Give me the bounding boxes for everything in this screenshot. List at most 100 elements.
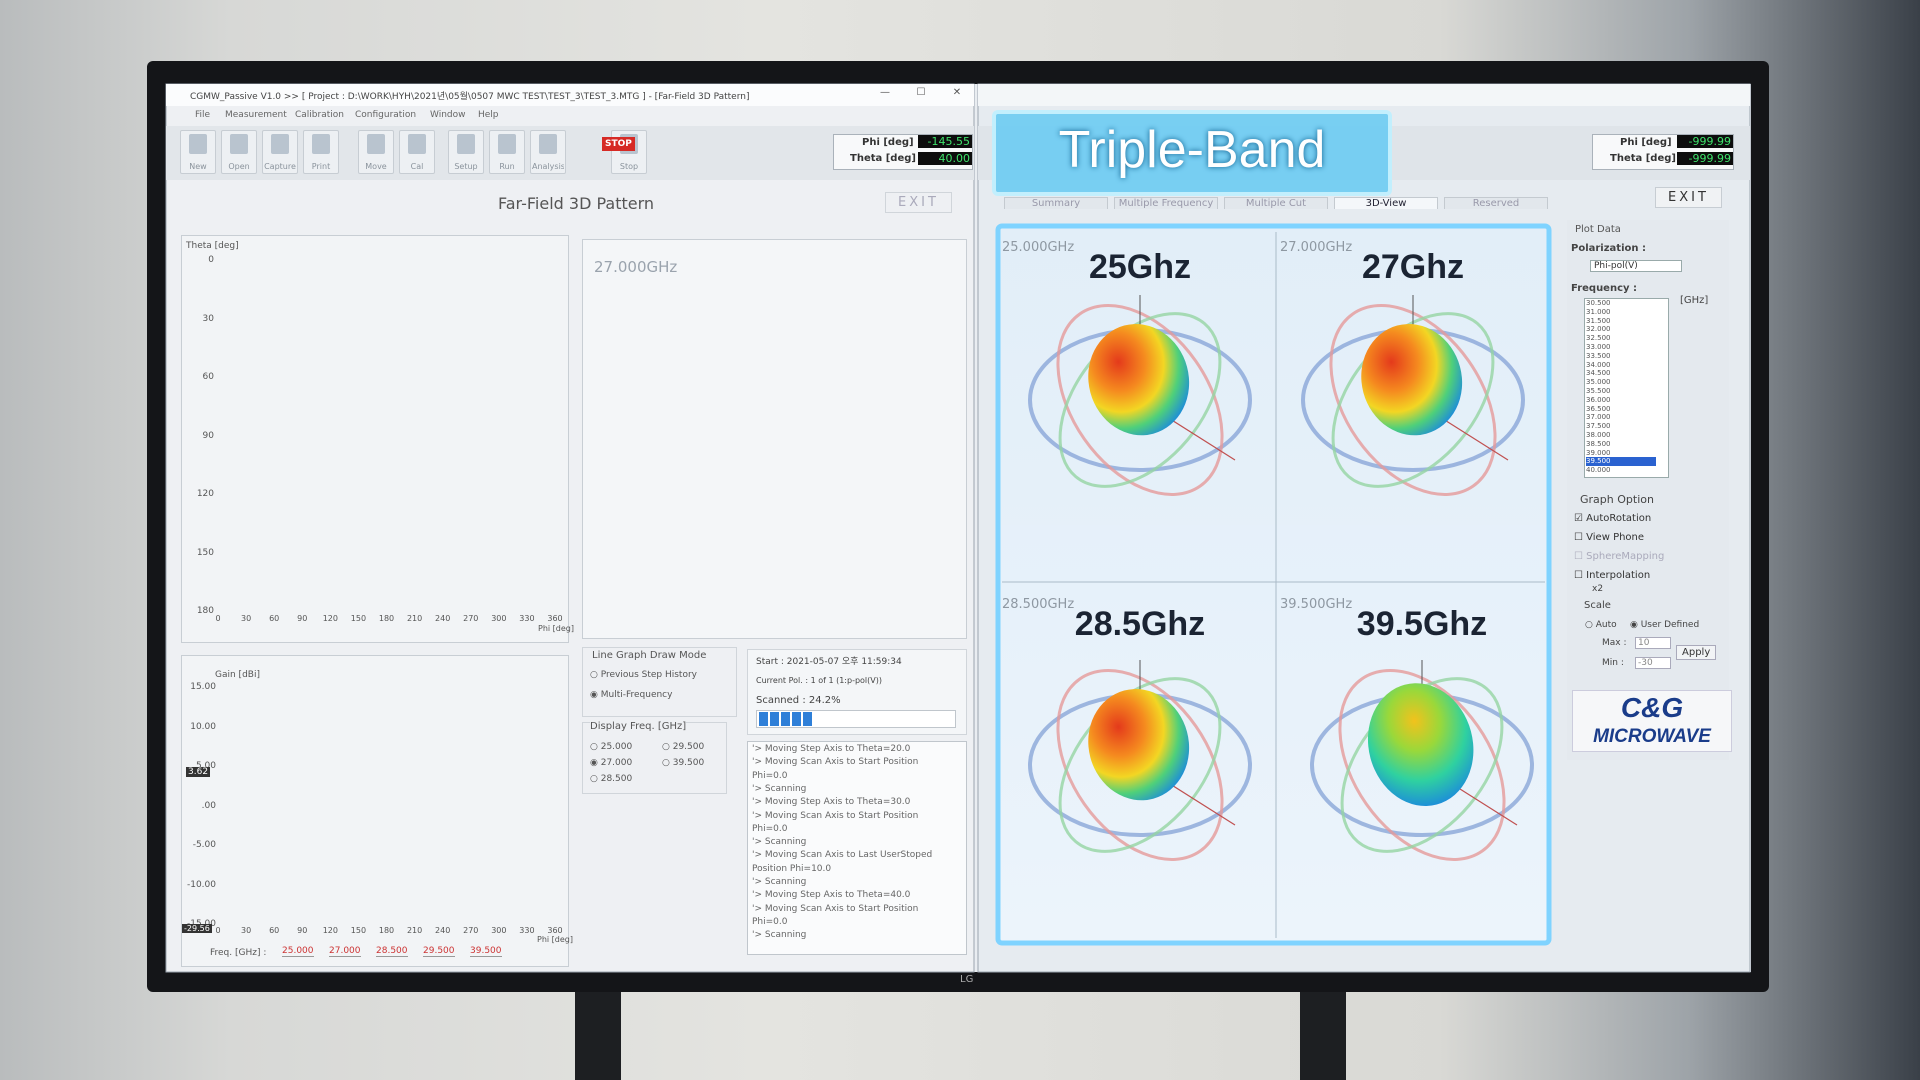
list-item[interactable]: 36.000 <box>1586 395 1611 404</box>
list-item[interactable]: 31.000 <box>1586 307 1611 316</box>
radio-option[interactable]: ◉ User Defined <box>1630 620 1700 630</box>
list-item[interactable]: 40.000 <box>1586 466 1611 475</box>
group-box <box>582 647 737 717</box>
apply-button[interactable]: Apply <box>1676 645 1717 660</box>
theta-value: -999.99 <box>1677 152 1733 165</box>
x-tick-label: 120 <box>322 614 338 623</box>
x-tick-label: 180 <box>378 614 395 623</box>
toolbar-icon <box>271 134 289 154</box>
radio-option[interactable]: ○ 39.500 <box>662 758 705 768</box>
radio-option[interactable]: ○ Previous Step History <box>590 670 697 680</box>
list-item[interactable]: 32.000 <box>1586 325 1611 334</box>
list-item[interactable]: 37.000 <box>1586 413 1611 422</box>
log-line: '> Moving Step Axis to Theta=20.0 <box>752 744 911 754</box>
log-line: '> Moving Scan Axis to Start Position <box>752 757 919 768</box>
menu-item[interactable]: Configuration <box>355 110 417 120</box>
progress-segment <box>781 712 790 726</box>
checkbox[interactable]: ☐ SphereMapping <box>1574 551 1665 562</box>
progress-segment <box>803 712 812 726</box>
x-tick-label: 270 <box>463 926 479 935</box>
toolbar-label[interactable]: Cal <box>410 162 424 171</box>
menu-item[interactable]: Measurement <box>225 110 287 120</box>
x-tick-label: 210 <box>406 614 423 623</box>
toolbar-label[interactable]: Capture <box>264 162 296 171</box>
tab[interactable]: Reserved <box>1444 197 1548 209</box>
chart-panel <box>181 655 569 967</box>
radio-option[interactable]: ○ Auto <box>1585 620 1617 630</box>
toolbar-label[interactable]: Open <box>228 162 250 171</box>
y-tick-label: 150 <box>196 547 214 558</box>
logo-text: MICROWAVE <box>1593 726 1711 747</box>
radio-option[interactable]: ○ 29.500 <box>662 742 705 752</box>
field-value[interactable]: -30 <box>1635 657 1671 669</box>
toolbar-label[interactable]: Move <box>365 162 387 171</box>
list-item[interactable]: 35.500 <box>1586 387 1611 395</box>
tab[interactable]: Summary <box>1004 197 1108 209</box>
checkbox[interactable]: ☐ View Phone <box>1574 532 1645 543</box>
toolbar-label[interactable]: Run <box>499 162 515 171</box>
list-item[interactable]: 39.500 <box>1586 457 1656 467</box>
exit-button[interactable]: EXIT <box>1655 187 1722 208</box>
radio-option[interactable]: ◉ Multi-Frequency <box>590 690 673 700</box>
list-item[interactable]: 35.000 <box>1586 378 1611 387</box>
x-tick-label: 30 <box>240 614 252 623</box>
menu-item[interactable]: Window <box>430 110 466 120</box>
checkbox[interactable]: ☐ Interpolation <box>1574 570 1651 581</box>
log-line: Position Phi=10.0 <box>752 863 832 874</box>
menu-item[interactable]: Help <box>478 110 499 120</box>
tab[interactable]: 3D-View <box>1334 197 1438 209</box>
list-item[interactable]: 34.000 <box>1586 360 1611 369</box>
logo-box <box>1572 690 1732 752</box>
list-item[interactable]: 36.500 <box>1586 404 1611 413</box>
toolbar-label[interactable]: Analysis <box>532 162 564 171</box>
x-tick-label: 300 <box>491 614 507 623</box>
checkbox[interactable]: ☑ AutoRotation <box>1574 513 1652 524</box>
y-tick-label: 90 <box>202 430 214 441</box>
dropdown[interactable]: Phi-pol(V) <box>1590 260 1682 272</box>
list-item[interactable]: 38.500 <box>1586 439 1611 448</box>
list-item[interactable]: 39.000 <box>1586 448 1611 457</box>
menu-item[interactable]: File <box>195 110 211 120</box>
radio-option[interactable]: ○ 25.000 <box>590 742 633 752</box>
toolbar-icon <box>539 134 557 154</box>
logo-text: C&G <box>1620 692 1684 723</box>
panel-label: 25Ghz <box>1088 248 1192 286</box>
exit-button[interactable]: EXIT <box>885 192 952 213</box>
list-item[interactable]: 30.500 <box>1586 299 1611 307</box>
list-item[interactable]: 32.500 <box>1586 334 1611 343</box>
list-item[interactable]: 34.500 <box>1586 369 1611 378</box>
menu-item[interactable]: Calibration <box>295 110 344 120</box>
log-line: '> Moving Scan Axis to Start Position <box>752 810 919 821</box>
toolbar-label[interactable]: Stop <box>619 162 639 171</box>
list-item[interactable]: 37.500 <box>1586 422 1611 431</box>
x-tick-label: 90 <box>297 926 308 935</box>
freq-label: Freq. [GHz] : <box>210 948 267 958</box>
freq-chip: 39.500 <box>470 946 502 957</box>
field-value[interactable]: 10 <box>1635 637 1671 649</box>
x-tick-label: 360 <box>547 926 563 935</box>
toolbar-label[interactable]: Print <box>311 162 331 171</box>
y-tick-label: 30 <box>202 313 214 324</box>
x-tick-label: 60 <box>269 926 280 935</box>
panel-frequency: 39.500GHz <box>1280 597 1353 612</box>
tab[interactable]: Multiple Frequency <box>1114 197 1218 209</box>
group-title: Display Freq. [GHz] <box>590 721 687 732</box>
marker-label: -29.56 <box>182 924 212 933</box>
list-item[interactable]: 33.000 <box>1586 343 1611 351</box>
freq-chip: 29.500 <box>423 946 455 957</box>
list-item[interactable]: 33.500 <box>1586 351 1611 360</box>
toolbar-label[interactable]: Setup <box>454 162 478 171</box>
list-item[interactable]: 38.000 <box>1586 431 1611 439</box>
field-label: Min : <box>1602 658 1624 668</box>
toolbar-label[interactable]: New <box>189 162 207 171</box>
list-item[interactable]: 31.500 <box>1586 316 1611 325</box>
log-line: Phi=0.0 <box>752 823 788 834</box>
tab[interactable]: Multiple Cut <box>1224 197 1328 209</box>
x-tick-label: 0 <box>215 614 221 623</box>
radio-option[interactable]: ◉ 27.000 <box>590 758 633 768</box>
y-tick-label: -10.00 <box>186 879 216 890</box>
log-line: '> Scanning <box>752 877 807 887</box>
radio-option[interactable]: ○ 28.500 <box>590 774 633 784</box>
log-line: '> Moving Step Axis to Theta=40.0 <box>752 890 911 901</box>
stop-icon[interactable]: STOP <box>602 137 635 151</box>
